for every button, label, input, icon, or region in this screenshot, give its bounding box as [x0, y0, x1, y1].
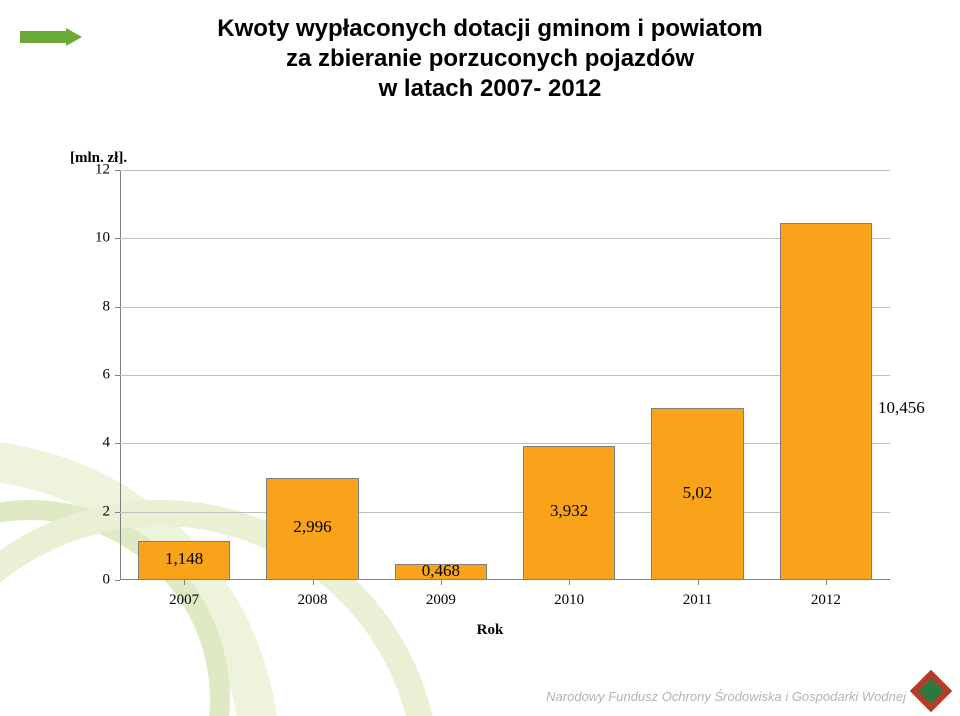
plot-area: 0246810121,14820072,99620080,46820093,93… — [120, 170, 890, 580]
gridline — [120, 375, 890, 376]
xtick-mark — [184, 580, 185, 585]
bar-value-label: 2,996 — [293, 517, 331, 537]
footer-text: Narodowy Fundusz Ochrony Środowiska i Go… — [546, 689, 906, 704]
gridline — [120, 512, 890, 513]
xtick-label: 2012 — [811, 592, 841, 609]
xtick-mark — [441, 580, 442, 585]
xtick-label: 2009 — [426, 592, 456, 609]
x-axis-line — [120, 579, 890, 580]
gridline — [120, 307, 890, 308]
ytick-label: 6 — [103, 367, 121, 384]
bar-chart: [mln. zł]. 0246810121,14820072,99620080,… — [60, 140, 920, 640]
bar-value-label: 1,148 — [165, 549, 203, 569]
ytick-label: 2 — [103, 503, 121, 520]
xtick-label: 2008 — [298, 592, 328, 609]
xtick-mark — [698, 580, 699, 585]
xtick-mark — [313, 580, 314, 585]
bar-value-label: 0,468 — [422, 561, 460, 581]
gridline — [120, 443, 890, 444]
bar — [780, 223, 872, 580]
ytick-label: 10 — [95, 230, 120, 247]
title-text: Kwoty wypłaconych dotacji gminom i powia… — [217, 15, 762, 102]
xtick-label: 2010 — [554, 592, 584, 609]
ytick-label: 0 — [103, 572, 121, 589]
arrow-bullet-icon — [20, 28, 84, 46]
footer-logo-icon — [916, 676, 946, 706]
bar-value-label: 10,456 — [878, 398, 925, 418]
ytick-label: 4 — [103, 435, 121, 452]
xtick-mark — [569, 580, 570, 585]
gridline — [120, 170, 890, 171]
ytick-label: 8 — [103, 298, 121, 315]
xtick-label: 2011 — [683, 592, 712, 609]
ytick-label: 12 — [95, 162, 120, 179]
slide-title: Kwoty wypłaconych dotacji gminom i powia… — [110, 14, 870, 104]
gridline — [120, 238, 890, 239]
x-axis-label: Rok — [477, 622, 504, 639]
bar-value-label: 3,932 — [550, 501, 588, 521]
xtick-mark — [826, 580, 827, 585]
bar-value-label: 5,02 — [683, 483, 713, 503]
xtick-label: 2007 — [169, 592, 199, 609]
